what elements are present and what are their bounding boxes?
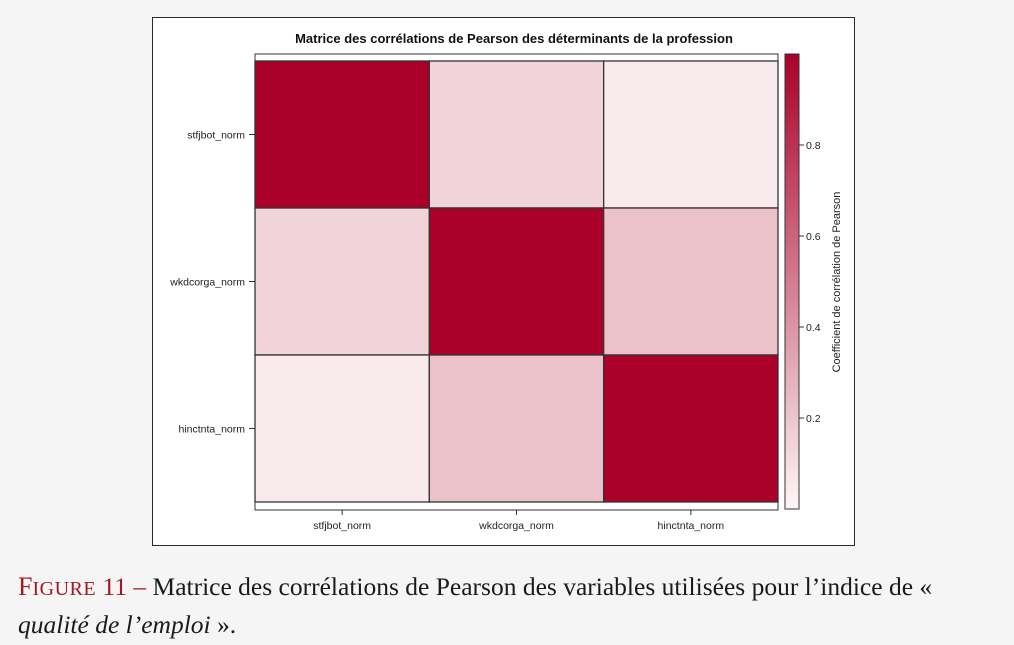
chart-title: Matrice des corrélations de Pearson des … — [295, 31, 733, 46]
heatmap-cell-2-0 — [254, 354, 430, 503]
y-tick-label: hinctnta_norm — [178, 424, 245, 436]
heatmap-cell-2-1 — [428, 354, 605, 503]
caption-text: Matrice des corrélations de Pearson des … — [152, 572, 933, 601]
colorbar — [784, 53, 800, 510]
x-tick-label: stfjbot_norm — [313, 520, 371, 532]
colorbar-tick-label: 0.6 — [806, 231, 821, 243]
y-tick-label: wkdcorga_norm — [169, 277, 245, 289]
y-tick-label: stfjbot_norm — [187, 130, 245, 142]
x-tick-label: hinctnta_norm — [658, 520, 725, 532]
figure-frame: Matrice des corrélations de Pearson des … — [152, 17, 855, 546]
heatmap-cell-1-0 — [254, 207, 430, 356]
colorbar-tick-label: 0.4 — [806, 322, 821, 334]
heatmap-cell-0-0 — [254, 60, 430, 209]
figure-label: FIGURE 11 – — [18, 572, 147, 601]
heatmap-cell-1-1 — [428, 207, 605, 356]
heatmap-cell-0-2 — [603, 60, 779, 209]
colorbar-label: Coefficient de corrélation de Pearson — [831, 192, 843, 373]
colorbar-tick-label: 0.2 — [806, 413, 821, 425]
colorbar-tick-label: 0.8 — [806, 140, 821, 152]
figure-caption: FIGURE 11 – Matrice des corrélations de … — [18, 569, 1003, 642]
heatmap-cell-1-2 — [603, 207, 779, 356]
caption-text-end: ». — [217, 610, 237, 639]
heatmap-cell-0-1 — [428, 60, 605, 209]
heatmap-cell-2-2 — [603, 354, 779, 503]
caption-italic-text: qualité de l’emploi — [18, 610, 211, 639]
correlation-heatmap: Matrice des corrélations de Pearson des … — [169, 31, 843, 532]
x-tick-label: wkdcorga_norm — [478, 520, 554, 532]
